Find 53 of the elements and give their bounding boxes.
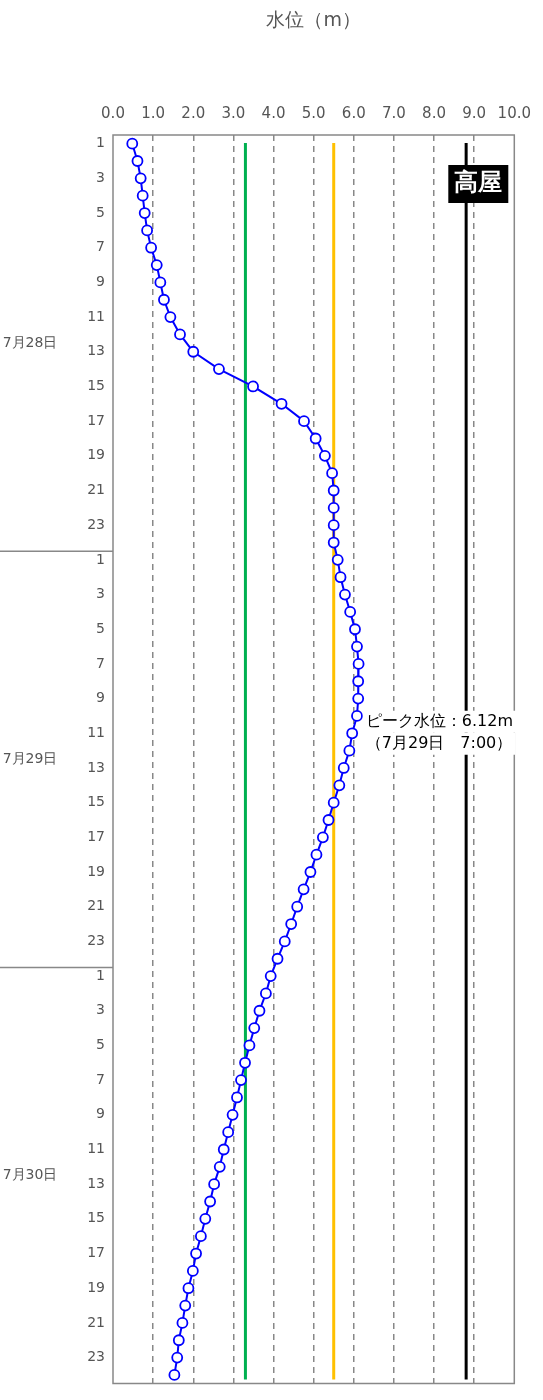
x-tick-label: 1.0 [141,103,166,122]
y-tick-label: 7 [96,238,105,255]
text: 7月30日 [2,1166,58,1183]
y-tick-label: 11 [87,723,105,740]
y-tick-label: 11 [87,1140,105,1157]
y-tick-label: 7 [96,654,105,671]
x-tick-label: 3.0 [221,103,246,122]
x-axis-title: 水位（m） [266,8,361,31]
y-tick-label: 9 [96,689,105,706]
y-tick-label: 21 [87,897,105,914]
y-tick-label: 23 [87,932,105,949]
x-tick-label: 5.0 [301,103,326,122]
y-tick-label: 19 [87,862,105,879]
y-tick-label: 21 [87,481,105,498]
y-tick-label: 3 [96,585,105,602]
y-tick-label: 3 [96,168,105,185]
y-tick-label: 23 [87,1348,105,1365]
x-tick-label: 0.0 [101,103,125,122]
annotation: ピーク水位：6.12m（7月29日 7:00） [365,711,514,752]
y-tick-label: 5 [96,203,105,220]
x-tick-label: 4.0 [261,103,286,122]
y-tick-label: 11 [87,307,105,324]
x-tick-label: 2.0 [181,103,206,122]
y-tick-label: 1 [96,550,105,567]
y-tick-label: 7 [96,1070,105,1087]
x-tick-label: 8.0 [422,103,446,122]
y-tick-label: 19 [87,1278,105,1295]
y-tick-label: 17 [87,411,105,428]
x-tick-label: 6.0 [341,103,366,122]
y-tick-label: 5 [96,619,105,636]
y-tick-label: 15 [87,1209,105,1226]
y-tick-label: 21 [87,1313,105,1330]
y-tick-label: 23 [87,515,105,532]
y-tick-label: 17 [87,1244,105,1261]
y-tick-label: 9 [96,1105,105,1122]
text: 高屋 [454,168,503,197]
y-tick-label: 15 [87,793,105,810]
y-tick-label: 15 [87,377,105,394]
y-tick-label: 5 [96,1036,105,1053]
text: 7月29日 [2,749,58,766]
y-tick-label: 17 [87,827,105,844]
y-tick-label: 1 [96,966,105,983]
y-tick-label: 1 [96,134,105,151]
y-tick-label: 13 [87,1174,105,1191]
y-tick-label: 13 [87,342,105,359]
x-tick-label: 7.0 [381,103,406,122]
x-tick-label: 9.0 [462,103,487,122]
y-tick-label: 9 [96,273,105,290]
y-tick-label: 19 [87,446,105,463]
text: 7月28日 [2,333,58,350]
x-tick-label: 10.0 [497,103,531,122]
y-tick-label: 3 [96,1001,105,1018]
y-tick-label: 13 [87,758,105,775]
